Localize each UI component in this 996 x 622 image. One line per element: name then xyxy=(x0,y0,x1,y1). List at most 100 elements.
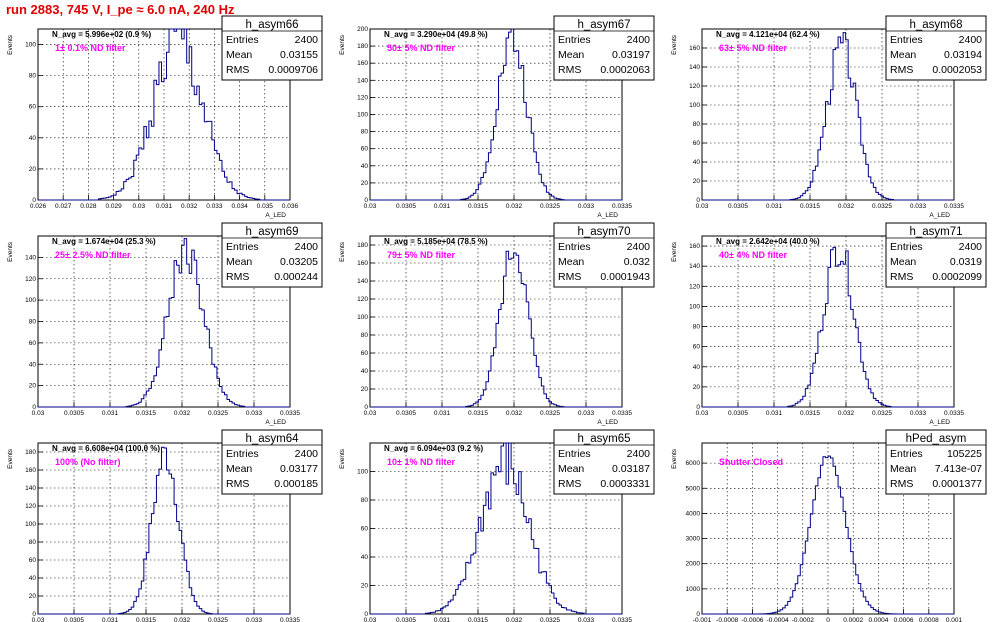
stats-box-frame xyxy=(221,429,323,495)
stats-value: 0.0009706 xyxy=(268,64,318,76)
stats-value: 2400 xyxy=(627,241,651,253)
x-tick-label: 0.0335 xyxy=(612,203,632,210)
y-tick-label: 20 xyxy=(361,386,369,393)
y-tick-label: 180 xyxy=(357,43,368,50)
navg-label: N_avg = 5.996e+02 (0.9 %) xyxy=(52,30,152,39)
histogram-panel: 0.026 0.027 0.028 0.029 0.03 0.031 0.032 0.033 0… xyxy=(7,15,323,219)
x-tick-label: 0 xyxy=(826,617,830,622)
y-tick-label: 100 xyxy=(689,102,700,109)
stats-label: RMS xyxy=(890,478,913,490)
stats-box: h_asym68 Entries 2400 Mean 0.03194 RMS 0.00020… xyxy=(885,15,987,81)
stats-value: 0.03155 xyxy=(280,49,318,61)
x-tick-label: 0.026 xyxy=(30,203,47,210)
histogram-name: h_asym68 xyxy=(909,19,962,31)
y-tick-label: 120 xyxy=(357,94,368,101)
histogram-line xyxy=(370,28,622,201)
navg-label: N_avg = 5.185e+04 (78.5 %) xyxy=(384,237,488,246)
y-tick-label: 100 xyxy=(357,112,368,119)
filter-label: 63± 5% ND filter xyxy=(719,43,787,53)
plot-frame xyxy=(701,442,955,615)
histogram-panel: -0.001 -0.0008 -0.0006 -0.0004 -0.0002 0 0.000… xyxy=(671,429,987,622)
histogram-line xyxy=(38,238,290,408)
y-tick-label: 100 xyxy=(357,469,368,476)
x-tick-label: 0.031 xyxy=(434,617,451,622)
stats-label: RMS xyxy=(890,271,913,283)
stats-label: Mean xyxy=(226,256,252,268)
stats-box-frame xyxy=(221,15,323,81)
stats-box: h_asym70 Entries 2400 Mean 0.032 RMS 0.0001943 xyxy=(553,222,655,288)
filter-label: 100% (No filter) xyxy=(55,457,121,467)
y-tick-label: 80 xyxy=(693,121,701,128)
x-axis-label: A_LED xyxy=(929,419,950,426)
y-tick-label: 120 xyxy=(25,276,36,283)
stats-value: 0.0001377 xyxy=(932,478,982,490)
stats-label: Mean xyxy=(558,49,584,61)
x-tick-label: 0.033 xyxy=(578,203,595,210)
stats-box: h_asym67 Entries 2400 Mean 0.03197 RMS 0.00020… xyxy=(553,15,655,81)
stats-label: Mean xyxy=(890,49,916,61)
y-tick-label: 140 xyxy=(25,254,36,261)
y-tick-label: 80 xyxy=(29,539,37,546)
x-tick-label: 0.03 xyxy=(696,203,709,210)
run-title: run 2883, 745 V, I_pe ≈ 6.0 nA, 240 Hz xyxy=(6,2,235,17)
stats-label: RMS xyxy=(558,271,581,283)
x-tick-label: 0.033 xyxy=(578,410,595,417)
x-tick-label: 0.0315 xyxy=(136,617,156,622)
y-tick-label: 120 xyxy=(357,296,368,303)
x-tick-label: 0.0315 xyxy=(468,410,488,417)
x-axis-label: A_LED xyxy=(597,419,618,426)
filter-label: 40± 4% ND filter xyxy=(719,250,787,260)
y-tick-label: 140 xyxy=(357,77,368,84)
y-tick-label: 100 xyxy=(357,314,368,321)
plot-frame xyxy=(37,28,291,201)
y-tick-label: 60 xyxy=(361,526,369,533)
stats-value: 0.0001943 xyxy=(600,271,650,283)
histogram-name: h_asym71 xyxy=(909,226,962,238)
x-tick-label: 0.032 xyxy=(838,203,855,210)
stats-label: Entries xyxy=(558,241,591,253)
x-tick-label: 0.034 xyxy=(231,203,248,210)
x-tick-label: 0.0008 xyxy=(919,617,939,622)
filter-label: 50± 5% ND filter xyxy=(387,43,455,53)
x-tick-label: 0.0325 xyxy=(540,410,560,417)
filter-label: 79± 5% ND filter xyxy=(387,250,455,260)
y-tick-label: 60 xyxy=(361,146,369,153)
y-tick-label: 160 xyxy=(689,45,700,52)
y-tick-label: 80 xyxy=(361,497,369,504)
x-tick-label: 0.0325 xyxy=(540,617,560,622)
y-tick-label: 20 xyxy=(29,383,37,390)
stats-label: RMS xyxy=(890,64,913,76)
stats-value: 0.03194 xyxy=(944,49,982,61)
x-tick-label: -0.0004 xyxy=(767,617,789,622)
stats-box: h_asym65 Entries 2400 Mean 0.03187 RMS 0.00033… xyxy=(553,429,655,495)
x-tick-label: 0.0335 xyxy=(612,410,632,417)
histogram-name: h_asym67 xyxy=(577,19,630,31)
y-tick-label: 160 xyxy=(357,260,368,267)
y-axis-label: Events xyxy=(7,34,14,55)
stats-value: 0.032 xyxy=(624,256,650,268)
x-tick-label: 0.031 xyxy=(102,617,119,622)
y-tick-label: 0 xyxy=(364,197,368,204)
x-tick-label: 0.001 xyxy=(946,617,963,622)
y-axis-label: Events xyxy=(339,34,346,55)
y-tick-label: 0 xyxy=(696,404,700,411)
navg-label: N_avg = 6.608e+04 (100.0 %) xyxy=(52,444,160,453)
stats-label: Entries xyxy=(558,448,591,460)
y-tick-label: 1000 xyxy=(686,586,701,593)
filter-label: 25± 2.5% ND filter xyxy=(55,250,131,260)
x-tick-label: 0.031 xyxy=(434,203,451,210)
x-tick-label: 0.031 xyxy=(156,203,173,210)
x-tick-label: 0.027 xyxy=(55,203,72,210)
y-tick-label: 40 xyxy=(29,135,37,142)
stats-value: 0.0319 xyxy=(950,256,982,268)
y-tick-label: 100 xyxy=(25,42,36,49)
y-tick-label: 80 xyxy=(361,129,369,136)
x-tick-label: 0.033 xyxy=(910,410,927,417)
plot-frame xyxy=(701,235,955,408)
y-tick-label: 0 xyxy=(696,197,700,204)
y-tick-label: 0 xyxy=(696,611,700,618)
x-tick-label: 0.033 xyxy=(246,617,263,622)
stats-value: 2400 xyxy=(627,448,651,460)
y-axis-label: Events xyxy=(339,448,346,469)
histogram-name: h_asym64 xyxy=(245,433,299,445)
